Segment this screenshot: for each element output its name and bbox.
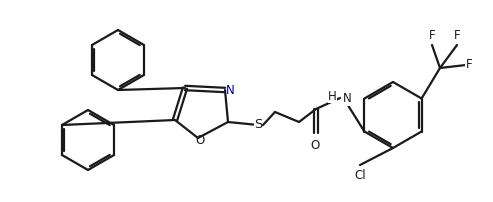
Text: O: O: [311, 139, 319, 152]
Text: H: H: [328, 89, 337, 102]
Text: F: F: [429, 29, 435, 42]
Text: N: N: [226, 83, 234, 97]
Text: F: F: [454, 29, 460, 42]
Text: S: S: [254, 119, 262, 132]
Text: F: F: [466, 59, 473, 72]
Text: O: O: [195, 135, 205, 147]
Text: N: N: [343, 93, 352, 105]
Text: Cl: Cl: [354, 169, 366, 182]
